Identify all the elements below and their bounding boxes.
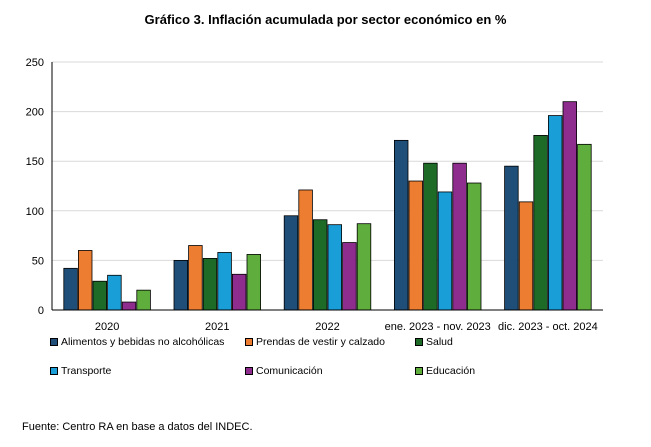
y-tick-label: 0 [38, 305, 44, 317]
bar [63, 267, 78, 311]
bar [452, 162, 467, 311]
legend-swatch [415, 338, 423, 346]
bar [202, 258, 218, 311]
legend-label: Educación [426, 365, 476, 377]
bar [577, 143, 592, 311]
source-note: Fuente: Centro RA en base a datos del IN… [22, 421, 253, 433]
bars [63, 101, 592, 311]
legend-swatch [415, 367, 423, 375]
x-tick-label: ene. 2023 - nov. 2023 [385, 321, 491, 330]
legend: Alimentos y bebidas no alcohólicas Prenda… [50, 336, 610, 386]
bar [136, 289, 151, 311]
y-tick-label: 50 [32, 255, 44, 267]
legend-label: Comunicación [256, 365, 323, 377]
bar [408, 180, 424, 311]
y-tick-label: 150 [26, 156, 44, 168]
bar [393, 139, 409, 311]
chart-title: Gráfico 3. Inflación acumulada por secto… [144, 12, 507, 27]
bar [107, 274, 122, 311]
bar-chart: 0 50 100 150 200 250 2020 2021 2022 ene. 2023 - … [26, 57, 603, 330]
bar [188, 245, 203, 311]
bar [356, 223, 372, 311]
bar [423, 162, 438, 311]
y-tick-label: 250 [26, 57, 44, 69]
legend-item: Alimentos y bebidas no alcohólicas [50, 336, 224, 348]
bar [217, 252, 232, 311]
bar [246, 254, 262, 311]
y-axis-ticks: 0 50 100 150 200 250 [26, 57, 44, 317]
bar [327, 224, 343, 311]
bar [437, 191, 453, 311]
bar [173, 259, 189, 311]
legend-swatch [245, 338, 253, 346]
bar [562, 101, 578, 311]
legend-item: Educación [415, 365, 475, 377]
bar [533, 135, 548, 311]
legend-swatch [50, 367, 58, 375]
bar [548, 115, 563, 311]
legend-item: Comunicación [245, 365, 323, 377]
legend-item: Transporte [50, 365, 111, 377]
y-tick-label: 200 [26, 107, 44, 119]
y-tick-label: 100 [26, 206, 44, 218]
legend-label: Transporte [61, 365, 112, 377]
legend-item: Salud [415, 336, 453, 348]
bar [466, 182, 482, 311]
bar [312, 219, 328, 311]
bar [342, 242, 357, 311]
legend-label: Prendas de vestir y calzado [256, 336, 385, 348]
legend-swatch [245, 367, 253, 375]
x-tick-label: dic. 2023 - oct. 2024 [498, 321, 598, 330]
legend-label: Salud [426, 336, 453, 348]
x-tick-label: 2022 [315, 321, 339, 330]
bar [298, 189, 313, 311]
bar [283, 215, 299, 311]
x-tick-label: 2020 [95, 321, 119, 330]
legend-item: Prendas de vestir y calzado [245, 336, 385, 348]
bar [231, 273, 247, 311]
legend-label: Alimentos y bebidas no alcohólicas [61, 336, 225, 348]
bar [92, 280, 108, 311]
bar [78, 250, 93, 311]
bar [518, 201, 534, 311]
axes [51, 62, 603, 311]
bar [504, 165, 519, 311]
x-axis-labels: 2020 2021 2022 ene. 2023 - nov. 2023 dic. 20… [95, 321, 598, 330]
x-tick-label: 2021 [205, 321, 229, 330]
bar [121, 301, 137, 311]
legend-swatch [50, 338, 58, 346]
